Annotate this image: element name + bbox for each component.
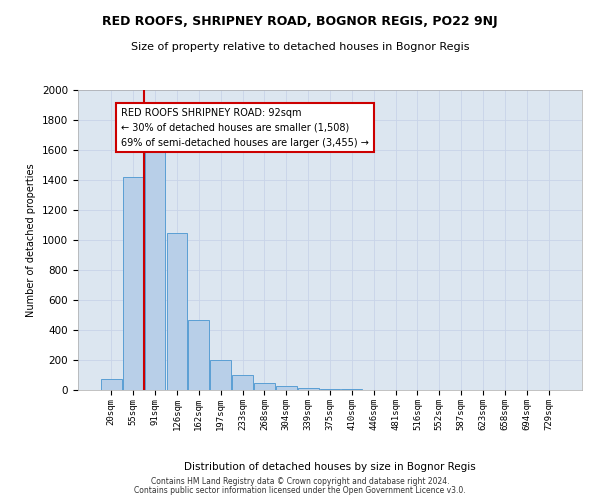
Bar bbox=[123, 177, 143, 390]
Text: Contains HM Land Registry data © Crown copyright and database right 2024.: Contains HM Land Registry data © Crown c… bbox=[151, 477, 449, 486]
Bar bbox=[276, 386, 296, 390]
Bar bbox=[188, 320, 209, 390]
Bar bbox=[320, 388, 340, 390]
Y-axis label: Number of detached properties: Number of detached properties bbox=[26, 163, 37, 317]
Bar bbox=[232, 375, 253, 390]
Text: Distribution of detached houses by size in Bognor Regis: Distribution of detached houses by size … bbox=[184, 462, 476, 472]
Bar bbox=[167, 232, 187, 390]
Bar bbox=[254, 382, 275, 390]
Bar bbox=[101, 379, 122, 390]
Bar bbox=[145, 142, 166, 390]
Text: RED ROOFS SHRIPNEY ROAD: 92sqm
← 30% of detached houses are smaller (1,508)
69% : RED ROOFS SHRIPNEY ROAD: 92sqm ← 30% of … bbox=[121, 108, 369, 148]
Text: RED ROOFS, SHRIPNEY ROAD, BOGNOR REGIS, PO22 9NJ: RED ROOFS, SHRIPNEY ROAD, BOGNOR REGIS, … bbox=[102, 15, 498, 28]
Bar bbox=[210, 360, 231, 390]
Text: Size of property relative to detached houses in Bognor Regis: Size of property relative to detached ho… bbox=[131, 42, 469, 52]
Bar bbox=[341, 389, 362, 390]
Bar bbox=[298, 388, 319, 390]
Text: Contains public sector information licensed under the Open Government Licence v3: Contains public sector information licen… bbox=[134, 486, 466, 495]
